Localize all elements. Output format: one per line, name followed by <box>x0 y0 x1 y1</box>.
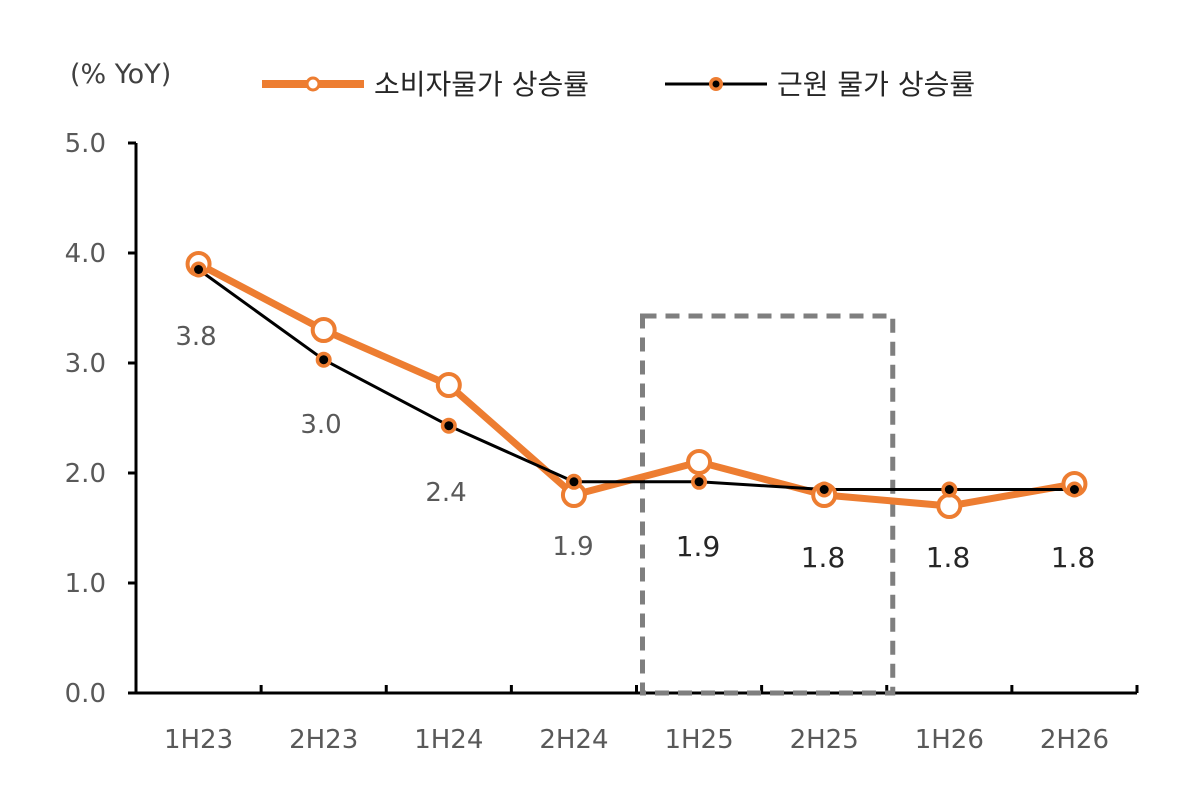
series-line-core <box>197 268 1075 491</box>
y-tick-label: 1.0 <box>65 569 106 599</box>
data-label: 1.9 <box>552 532 593 562</box>
series-line-cpi <box>196 260 1076 510</box>
y-tick-label: 4.0 <box>65 239 106 269</box>
point-core-center <box>569 477 579 487</box>
data-label: 2.4 <box>425 478 466 508</box>
x-tick-label: 1H26 <box>915 725 984 755</box>
y-tick-label: 2.0 <box>65 459 106 489</box>
legend-label-core: 근원 물가 상승률 <box>777 68 975 101</box>
legend-item-cpi: 소비자물가 상승률 <box>262 68 589 101</box>
data-label: 3.0 <box>300 410 341 440</box>
legend-item-core: 근원 물가 상승률 <box>665 68 975 101</box>
point-core-center <box>694 477 704 487</box>
point-cpi <box>435 372 462 398</box>
data-label: 1.8 <box>801 541 846 574</box>
legend-marker-core-dot <box>712 80 720 88</box>
point-cpi <box>686 449 713 475</box>
x-tick-label: 1H24 <box>414 725 483 755</box>
x-tick-label: 2H25 <box>790 725 859 755</box>
point-cpi <box>310 317 337 343</box>
point-core-center <box>194 265 204 274</box>
y-tick-label: 3.0 <box>65 349 106 379</box>
point-core-center <box>819 485 829 494</box>
data-labels: 3.8 3.0 2.4 1.9 1.9 1.8 1.8 1.8 <box>175 322 1095 574</box>
data-label: 1.8 <box>926 541 971 574</box>
x-tick-label: 1H25 <box>664 725 733 755</box>
highlight-box-group <box>640 313 896 696</box>
legend: 소비자물가 상승률 근원 물가 상승률 <box>262 68 975 101</box>
y-tick-label: 0.0 <box>65 679 106 709</box>
data-label: 3.8 <box>175 322 216 352</box>
unit-label: (% YoY) <box>70 59 171 90</box>
x-axis: 1H23 2H23 1H24 2H24 1H25 2H25 1H26 2H26 <box>136 685 1139 755</box>
y-tick-label: 5.0 <box>65 129 106 159</box>
series-group <box>185 251 1088 519</box>
point-core-center <box>1069 485 1079 494</box>
point-cpi <box>936 493 963 519</box>
legend-marker-cpi <box>305 76 321 92</box>
legend-label-cpi: 소비자물가 상승률 <box>374 68 589 101</box>
point-core-center <box>444 421 454 431</box>
y-axis: 0.0 1.0 2.0 3.0 4.0 5.0 <box>65 129 138 709</box>
x-tick-label: 2H26 <box>1040 725 1109 755</box>
data-label: 1.8 <box>1051 541 1096 574</box>
highlight-box <box>640 313 896 696</box>
x-tick-label: 2H23 <box>289 725 358 755</box>
point-core-center <box>944 485 954 494</box>
data-label: 1.9 <box>676 530 721 563</box>
x-tick-label: 1H23 <box>164 725 233 755</box>
point-core-center <box>319 355 329 365</box>
x-tick-label: 2H24 <box>539 725 608 755</box>
